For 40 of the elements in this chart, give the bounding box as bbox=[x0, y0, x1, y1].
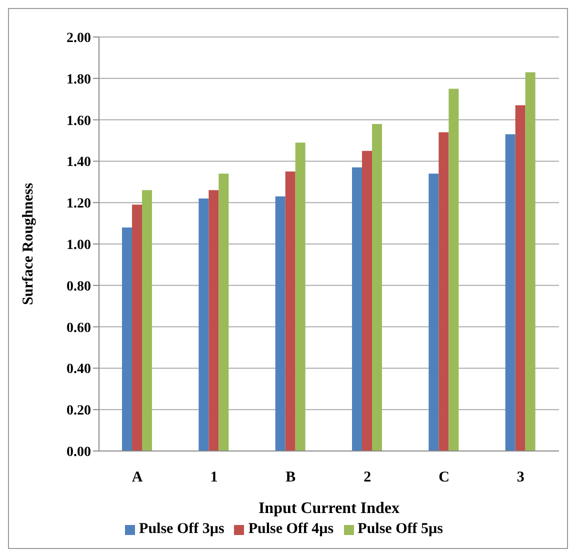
bar bbox=[448, 88, 459, 451]
x-tick-label: 2 bbox=[364, 470, 372, 486]
legend-label: Pulse Off 3µs bbox=[139, 521, 224, 537]
y-tick-label: 0.00 bbox=[66, 444, 91, 460]
y-axis-title: Surface Roughness bbox=[20, 182, 36, 306]
legend-label: Pulse Off 4µs bbox=[248, 521, 334, 537]
bar bbox=[208, 190, 219, 451]
bar bbox=[132, 204, 142, 451]
x-axis-title: Input Current Index bbox=[258, 500, 400, 517]
x-tick-label: B bbox=[286, 470, 296, 486]
y-tick-label: 1.20 bbox=[66, 196, 91, 212]
y-tick-label: 1.40 bbox=[66, 155, 91, 170]
x-tick-label: A bbox=[132, 470, 143, 486]
y-tick-label: 0.20 bbox=[66, 404, 91, 419]
bar bbox=[275, 196, 286, 451]
bar bbox=[525, 72, 536, 451]
y-tick-label: 2.00 bbox=[66, 30, 91, 46]
bar bbox=[438, 132, 449, 451]
bar bbox=[295, 142, 306, 451]
bar bbox=[122, 227, 132, 451]
bar bbox=[285, 172, 296, 451]
y-tick-label: 1.60 bbox=[66, 114, 91, 129]
bar bbox=[198, 198, 209, 451]
bar bbox=[142, 190, 152, 451]
x-tick-label: 1 bbox=[210, 470, 218, 486]
y-tick-label: 1.80 bbox=[66, 72, 91, 88]
bar bbox=[505, 134, 516, 451]
bar bbox=[372, 124, 382, 451]
x-tick-label: C bbox=[438, 470, 450, 486]
legend-label: Pulse Off 5µs bbox=[358, 521, 443, 537]
y-tick-label: 1.00 bbox=[66, 238, 91, 253]
bar bbox=[352, 167, 362, 451]
bar bbox=[218, 174, 229, 451]
bar bbox=[362, 150, 372, 451]
bar bbox=[428, 174, 439, 451]
y-tick-label: 0.40 bbox=[66, 362, 91, 378]
x-tick-label: 3 bbox=[516, 470, 524, 486]
y-tick-label: 0.80 bbox=[66, 279, 91, 294]
y-tick-label: 0.60 bbox=[66, 320, 91, 336]
bar bbox=[515, 105, 526, 451]
